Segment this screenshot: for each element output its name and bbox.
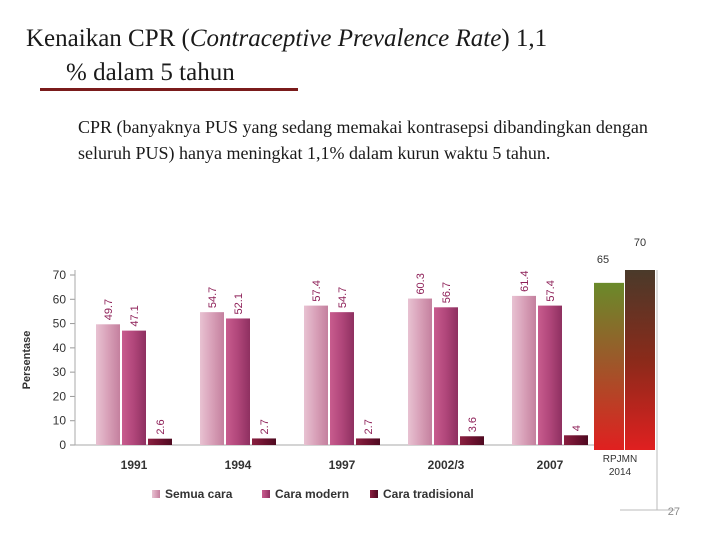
bar-value-label: 3.6 [467, 417, 479, 432]
bar-value-label: 52.1 [233, 293, 245, 314]
bar-value-label: 61.4 [519, 270, 531, 291]
title-line-2: % dalam 5 tahun [66, 59, 235, 86]
y-axis-label: Persentase [21, 331, 33, 390]
x-category-label: 1997 [329, 458, 356, 472]
target-value-label: 65 [597, 254, 609, 266]
bar [434, 307, 458, 445]
bar [512, 295, 536, 445]
legend-swatch [152, 490, 160, 498]
bar-value-label: 47.1 [129, 305, 141, 326]
y-tick-label: 30 [53, 365, 67, 379]
target-category-label: 2014 [609, 467, 632, 478]
y-tick-label: 0 [59, 438, 66, 452]
bar-value-label: 54.7 [207, 287, 219, 308]
legend-swatch [370, 490, 378, 498]
bar [252, 438, 276, 445]
x-category-label: 1991 [121, 458, 148, 472]
bar-value-label: 54.7 [337, 287, 349, 308]
target-bar [625, 270, 655, 450]
bar [408, 298, 432, 445]
title-italic: Contraceptive Prevalence Rate [189, 25, 502, 52]
target-category-label: RPJMN [603, 454, 637, 465]
x-category-label: 2007 [537, 458, 564, 472]
legend-label: Cara modern [275, 487, 349, 501]
bar-value-label: 4 [571, 425, 583, 431]
slide-title: Kenaikan CPR (Contraceptive Prevalence R… [26, 22, 706, 90]
page-number: 27 [667, 506, 680, 518]
legend-label: Cara tradisional [383, 487, 474, 501]
bar-value-label: 57.4 [311, 280, 323, 301]
title-prefix: Kenaikan CPR ( [26, 25, 190, 52]
bar [96, 324, 120, 445]
bar-value-label: 2.7 [259, 419, 271, 434]
y-tick-label: 50 [53, 317, 67, 331]
target-bar [594, 282, 624, 450]
bar-value-label: 56.7 [441, 282, 453, 303]
target-value-label: 70 [634, 237, 646, 249]
y-tick-label: 40 [53, 341, 67, 355]
bar [564, 435, 588, 445]
body-text: CPR (banyaknya PUS yang sedang memakai k… [78, 117, 648, 163]
y-tick-label: 20 [53, 389, 67, 403]
title-suffix: ) 1,1 [501, 25, 548, 52]
bar [330, 312, 354, 445]
bar [460, 436, 484, 445]
bar [200, 312, 224, 445]
legend-swatch [262, 490, 270, 498]
bar [122, 330, 146, 445]
bar-value-label: 57.4 [545, 280, 557, 301]
bar [538, 305, 562, 445]
bar-value-label: 60.3 [415, 273, 427, 294]
title-underline [40, 88, 298, 91]
bar [304, 305, 328, 445]
bar [356, 438, 380, 445]
x-category-label: 2002/3 [428, 458, 465, 472]
x-category-label: 1994 [225, 458, 252, 472]
bar [148, 438, 172, 445]
bar-value-label: 2.6 [155, 419, 167, 434]
legend-label: Semua cara [165, 487, 233, 501]
bar [226, 318, 250, 445]
bar-value-label: 2.7 [363, 419, 375, 434]
y-tick-label: 10 [53, 414, 67, 428]
y-tick-label: 70 [53, 268, 67, 282]
y-tick-label: 60 [53, 292, 67, 306]
bar-value-label: 49.7 [103, 299, 115, 320]
